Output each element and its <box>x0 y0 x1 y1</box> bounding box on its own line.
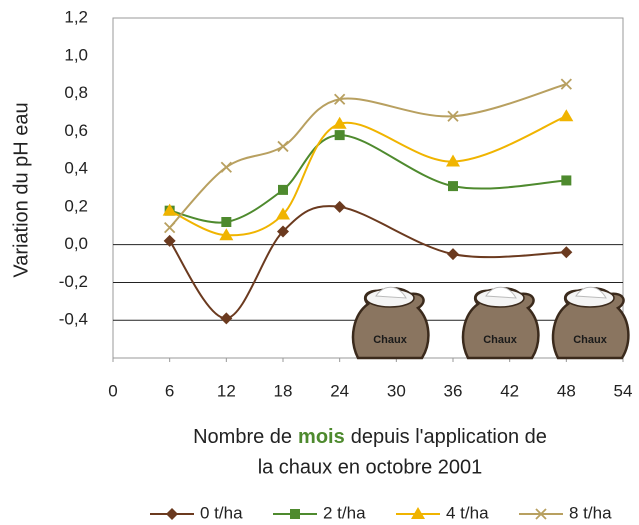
sack-shape <box>353 287 428 358</box>
marker <box>220 312 232 324</box>
legend-label: 2 t/ha <box>323 503 366 522</box>
marker <box>278 141 288 151</box>
sack-label: Chaux <box>573 334 608 346</box>
y-tick-label: 0,0 <box>64 234 88 253</box>
x-tick-label: 54 <box>614 381 633 400</box>
x-tick-label: 30 <box>387 381 406 400</box>
marker <box>166 508 178 520</box>
x-label-part: depuis l'application de <box>351 426 547 448</box>
x-label-part: Nombre de <box>193 426 292 448</box>
marker <box>560 246 572 258</box>
y-tick-label: 0,8 <box>64 83 88 102</box>
x-tick-label: 18 <box>274 381 293 400</box>
x-tick-label: 36 <box>444 381 463 400</box>
sack-shape <box>463 287 538 358</box>
marker <box>335 130 345 140</box>
x-tick-label: 24 <box>330 381 349 400</box>
marker <box>290 509 300 519</box>
marker <box>334 201 346 213</box>
y-tick-label: 0,4 <box>64 159 88 178</box>
legend-item: 0 t/ha <box>150 503 243 522</box>
sack-label: Chaux <box>373 334 408 346</box>
x-tick-label: 0 <box>108 381 117 400</box>
y-axis-label: Variation du pH eau <box>10 102 32 277</box>
series-line <box>170 135 567 222</box>
sack-icon: Chaux <box>553 287 628 358</box>
marker <box>165 223 175 233</box>
sack-shape <box>553 287 628 358</box>
x-tick-label: 6 <box>165 381 174 400</box>
legend-label: 4 t/ha <box>446 503 489 522</box>
marker <box>561 175 571 185</box>
x-label-highlight: mois <box>298 426 345 448</box>
marker <box>278 185 288 195</box>
marker <box>221 217 231 227</box>
x-axis-label: la chaux en octobre 2001 <box>258 456 483 478</box>
x-tick-label: 12 <box>217 381 236 400</box>
y-tick-label: 0,6 <box>64 121 88 140</box>
x-tick-label: 48 <box>557 381 576 400</box>
legend-item: 2 t/ha <box>273 503 366 522</box>
legend-item: 4 t/ha <box>396 503 489 522</box>
y-tick-label: 1,2 <box>64 7 88 26</box>
marker <box>447 248 459 260</box>
y-tick-label: 0,2 <box>64 196 88 215</box>
sack-icon: Chaux <box>463 287 538 358</box>
marker <box>448 181 458 191</box>
sack-icon: Chaux <box>353 287 428 358</box>
sack-label: Chaux <box>483 334 518 346</box>
marker <box>561 79 571 89</box>
series-line <box>170 84 567 228</box>
legend-item: 8 t/ha <box>519 503 612 522</box>
y-tick-label: -0,4 <box>59 310 88 329</box>
x-axis-label: Nombre de mois depuis l'application de <box>193 426 547 448</box>
marker <box>221 162 231 172</box>
y-tick-label: -0,2 <box>59 272 88 291</box>
legend-label: 0 t/ha <box>200 503 243 522</box>
x-tick-label: 42 <box>500 381 519 400</box>
marker <box>559 109 573 121</box>
y-tick-label: 1,0 <box>64 45 88 64</box>
chart: Variation du pH eau Nombre de mois depuis … <box>0 0 639 525</box>
legend-label: 8 t/ha <box>569 503 612 522</box>
